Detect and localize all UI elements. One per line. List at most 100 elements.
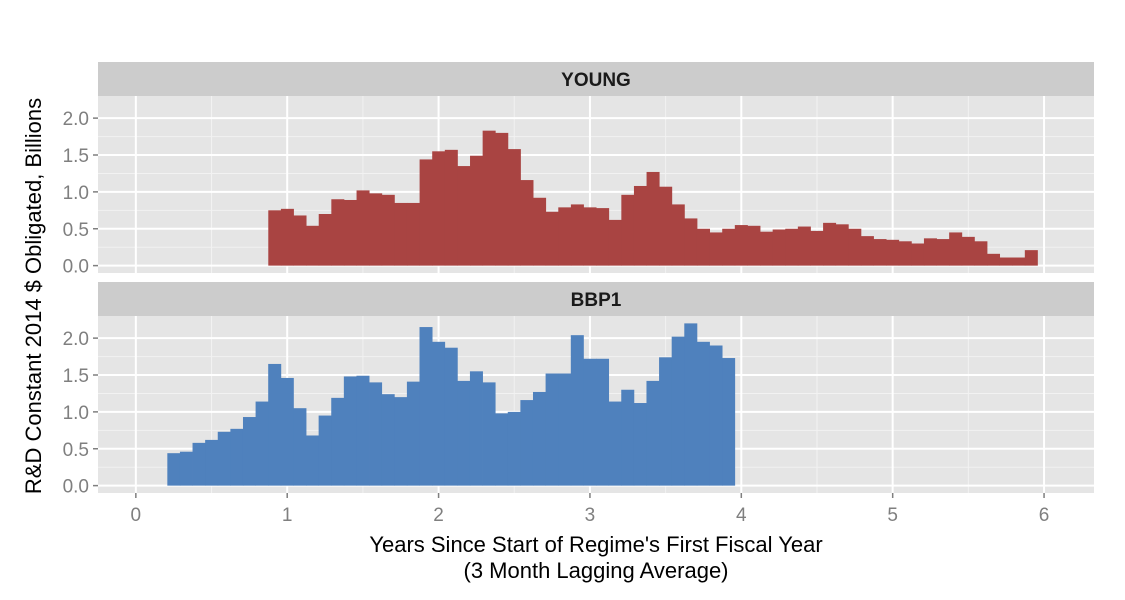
bar: [268, 210, 282, 266]
bar: [520, 400, 534, 486]
bar: [545, 373, 559, 486]
bar: [772, 229, 786, 266]
x-axis-subtitle: (3 Month Lagging Average): [464, 558, 729, 583]
bar: [293, 215, 307, 266]
bar: [381, 194, 395, 266]
bar: [696, 228, 710, 266]
bar: [369, 382, 383, 486]
bar: [482, 130, 496, 266]
bar: [318, 214, 332, 266]
bar: [255, 401, 269, 486]
bar: [974, 241, 988, 266]
bar: [671, 204, 685, 266]
bar: [179, 451, 193, 486]
bar: [331, 397, 345, 486]
x-tick-label: 6: [1039, 505, 1050, 526]
bar: [369, 193, 383, 266]
bar: [444, 149, 458, 266]
bar: [987, 253, 1001, 266]
bar: [747, 225, 761, 266]
bar: [293, 408, 307, 486]
bar: [469, 371, 483, 486]
strip-background: [98, 282, 1094, 316]
bar: [583, 358, 597, 486]
bar: [1024, 250, 1038, 266]
y-tick-label: 2.0: [63, 109, 89, 130]
bar: [331, 199, 345, 266]
bar: [495, 413, 509, 486]
x-tick-label: 5: [887, 505, 898, 526]
strip-label: BBP1: [571, 290, 622, 311]
chart-panels: YOUNG 0.0 0.5 1.0 1.5 2.0 BBP1 0.0 0.5 1.0 1.5 2.0: [63, 62, 1094, 498]
bar: [608, 219, 622, 266]
bar: [318, 415, 332, 486]
bar: [785, 228, 799, 266]
bar: [722, 228, 736, 266]
bar: [457, 380, 471, 486]
bar: [734, 225, 748, 266]
bar: [646, 380, 660, 486]
strip-background: [98, 62, 1094, 96]
bar: [936, 239, 950, 266]
bar: [621, 389, 635, 486]
bar: [949, 232, 963, 266]
bar: [608, 401, 622, 486]
x-tick-label: 1: [282, 505, 293, 526]
y-tick-label: 0.0: [63, 477, 89, 498]
bar: [558, 373, 572, 486]
bar: [797, 226, 811, 266]
bar: [923, 238, 937, 266]
bar: [306, 435, 320, 486]
bar: [432, 341, 446, 486]
bar: [419, 159, 433, 266]
bar: [242, 417, 256, 486]
bar: [482, 382, 496, 486]
bar: [268, 363, 282, 486]
bar: [911, 243, 925, 266]
bar: [633, 185, 647, 266]
bar: [999, 257, 1013, 266]
bar: [406, 202, 420, 266]
bar: [659, 357, 673, 486]
y-axis-title: R&D Constant 2014 $ Obligated, Billions: [21, 98, 46, 494]
bar: [394, 202, 408, 266]
bar: [470, 155, 484, 266]
bar: [570, 204, 584, 266]
y-tick-label: 0.5: [63, 440, 89, 461]
bar: [205, 439, 219, 486]
bar: [507, 411, 521, 486]
bar: [356, 190, 370, 266]
bar: [343, 199, 357, 266]
y-tick-label: 1.0: [63, 183, 89, 204]
bar: [621, 194, 635, 266]
x-tick-label: 2: [433, 505, 444, 526]
bar: [432, 151, 446, 266]
bar: [217, 431, 231, 486]
bar: [596, 358, 610, 486]
y-tick-label: 1.5: [63, 366, 89, 387]
bar: [709, 345, 723, 486]
bar: [646, 171, 660, 266]
y-tick-label: 2.0: [63, 329, 89, 350]
bar: [659, 186, 673, 266]
bar: [457, 166, 471, 266]
bar: [696, 341, 710, 486]
bar: [419, 327, 433, 486]
bar: [570, 335, 584, 486]
bar: [633, 403, 647, 486]
bar: [684, 218, 698, 266]
bar: [495, 132, 509, 266]
y-tick-label: 0.0: [63, 257, 89, 278]
y-tick-label: 1.0: [63, 403, 89, 424]
bar: [558, 207, 572, 266]
bar: [684, 323, 698, 486]
bar: [520, 180, 534, 266]
bar: [722, 358, 736, 486]
bar: [823, 222, 837, 266]
panel-young: YOUNG 0.0 0.5 1.0 1.5 2.0: [63, 62, 1094, 278]
bar: [343, 376, 357, 486]
bar: [848, 228, 862, 266]
y-tick-label: 1.5: [63, 146, 89, 167]
bar: [760, 231, 774, 266]
